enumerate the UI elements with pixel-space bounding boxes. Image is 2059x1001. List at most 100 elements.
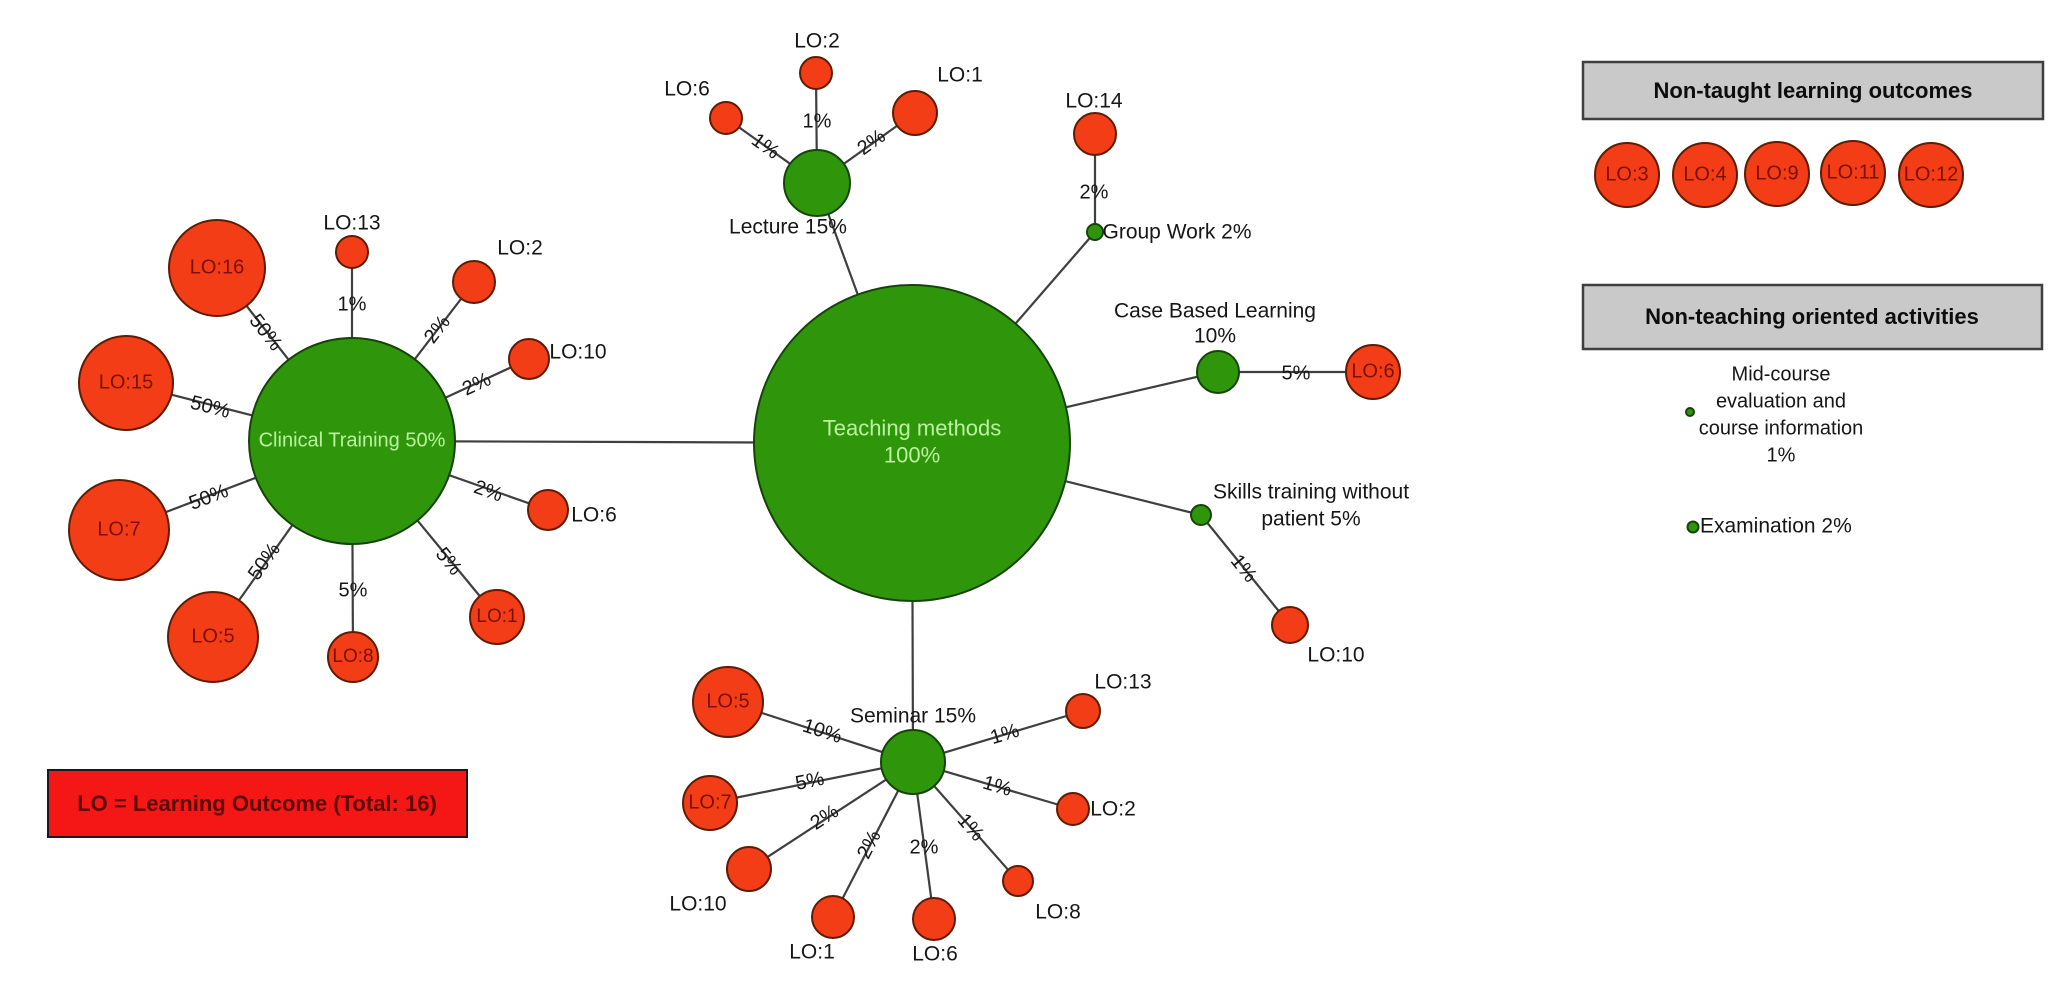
edge-label-seminar-se7: 5%	[794, 768, 827, 795]
node-label-skills: patient 5%	[1261, 508, 1360, 531]
node-circle-seminar	[880, 729, 946, 795]
edge-label-clinical-c10: 2%	[459, 368, 495, 400]
node-circle-lg3	[1594, 142, 1660, 208]
node-circle-c8	[327, 631, 379, 683]
node-label-lg9: LO:9	[1755, 162, 1798, 184]
node-label-c6: LO:6	[571, 504, 617, 527]
node-label-lecture: Lecture 15%	[729, 216, 847, 239]
node-circle-l14	[1073, 112, 1117, 156]
node-label-clinical: Clinical Training 50%	[259, 429, 446, 451]
node-circle-c5	[167, 591, 259, 683]
node-circle-c10	[508, 338, 550, 380]
edge-label-lecture-l2: 1%	[803, 110, 832, 132]
non-taught-header-title: Non-taught learning outcomes	[1654, 78, 1973, 103]
node-circle-c16	[168, 219, 266, 317]
node-label-l2: LO:2	[794, 30, 840, 53]
node-label-c16: LO:16	[190, 256, 244, 278]
node-label-lg12: LO:12	[1904, 163, 1958, 185]
node-circle-teaching	[753, 284, 1071, 602]
node-label-seminar: Seminar 15%	[850, 705, 976, 728]
edge-label-clinical-c6: 2%	[471, 476, 506, 506]
edge-label-seminar-se10: 2%	[806, 800, 842, 834]
node-label-cb6: LO:6	[1351, 360, 1394, 382]
node-label-c2: LO:2	[497, 237, 543, 260]
node-circle-lg9	[1744, 141, 1810, 207]
node-label-lg4: LO:4	[1683, 163, 1726, 185]
node-circle-lg11	[1820, 140, 1886, 206]
node-circle-se5	[692, 666, 764, 738]
edge-label-clinical-c7: 50%	[186, 480, 231, 515]
edge-label-seminar-se5: 10%	[800, 715, 845, 748]
node-label-se5: LO:5	[706, 690, 749, 712]
edge-skills-s10	[1200, 514, 1291, 626]
node-circle-cbl	[1196, 350, 1240, 394]
edge-label-seminar-se1: 2%	[853, 827, 886, 863]
node-label-lg3: LO:3	[1605, 163, 1648, 185]
node-circle-s10	[1271, 606, 1309, 644]
edge-label-clinical-c15: 50%	[188, 392, 232, 423]
edge-label-clinical-c8: 5%	[339, 579, 368, 601]
node-label-midcourse: evaluation and	[1716, 390, 1846, 412]
node-label-se7: LO:7	[688, 791, 731, 813]
edge-label-clinical-c2: 2%	[420, 311, 455, 347]
non-teaching-header-box	[1581, 283, 2044, 351]
node-label-c1: LO:1	[476, 606, 517, 627]
node-label-skills: Skills training without	[1213, 481, 1409, 504]
node-label-se13: LO:13	[1094, 671, 1151, 694]
node-label-se2: LO:2	[1090, 798, 1136, 821]
node-circle-cb6	[1345, 344, 1401, 400]
node-circle-lg12	[1898, 142, 1964, 208]
edge-label-cbl-cb6: 5%	[1282, 362, 1311, 384]
node-label-teaching: Teaching methods	[823, 415, 1002, 440]
node-circle-clinical	[248, 337, 456, 545]
edge-label-lecture-l1: 2%	[853, 125, 889, 160]
node-circle-l2	[799, 56, 833, 90]
node-label-c13: LO:13	[323, 212, 380, 235]
activity-dot-midcourse	[1685, 407, 1695, 417]
node-label-c5: LO:5	[191, 625, 234, 647]
activity-dot-groupwork	[1086, 223, 1104, 241]
node-label-c7: LO:7	[97, 518, 140, 540]
edge-label-seminar-se2: 1%	[980, 772, 1014, 801]
node-circle-se8	[1002, 865, 1034, 897]
node-circle-se7	[682, 775, 738, 831]
node-label-midcourse: course information	[1699, 417, 1864, 439]
node-label-l1: LO:1	[937, 64, 983, 87]
node-circle-lg4	[1672, 142, 1738, 208]
node-circle-c6	[527, 489, 569, 531]
legend-panels: Non-taught learning outcomes Non-teachin…	[47, 60, 2045, 838]
node-circle-l6	[709, 101, 743, 135]
node-label-l14: LO:14	[1065, 90, 1123, 113]
activity-dot-exam	[1686, 520, 1700, 534]
node-label-cbl: 10%	[1194, 325, 1236, 348]
node-circle-se1	[811, 895, 855, 939]
lo-note-text: LO = Learning Outcome (Total: 16)	[77, 791, 437, 816]
activity-dot-skills	[1190, 504, 1212, 526]
node-circle-c7	[68, 479, 170, 581]
node-circle-se2	[1056, 792, 1090, 826]
node-label-se1: LO:1	[789, 941, 835, 964]
node-label-midcourse: 1%	[1767, 444, 1796, 466]
node-label-se8: LO:8	[1035, 901, 1081, 924]
edge-label-clinical-c13: 1%	[338, 293, 367, 315]
node-circle-c13	[335, 235, 369, 269]
node-label-l6: LO:6	[664, 78, 710, 101]
node-circle-se10	[726, 846, 772, 892]
node-circle-c2	[452, 260, 496, 304]
node-circle-lecture	[783, 149, 851, 217]
node-label-teaching: 100%	[884, 442, 940, 467]
non-taught-header-box	[1581, 60, 2045, 121]
node-label-s10: LO:10	[1307, 644, 1364, 667]
node-label-se6: LO:6	[912, 943, 958, 966]
edge-label-seminar-se13: 1%	[988, 720, 1022, 749]
lo-note-box	[47, 769, 468, 838]
node-label-midcourse: Mid-course	[1732, 363, 1831, 385]
edge-seminar-se7	[709, 760, 914, 805]
edge-label-seminar-se6: 2%	[910, 836, 939, 858]
node-circle-l1	[892, 90, 938, 136]
edge-label-lecture-l6: 1%	[747, 129, 783, 164]
node-circle-se6	[912, 897, 956, 941]
